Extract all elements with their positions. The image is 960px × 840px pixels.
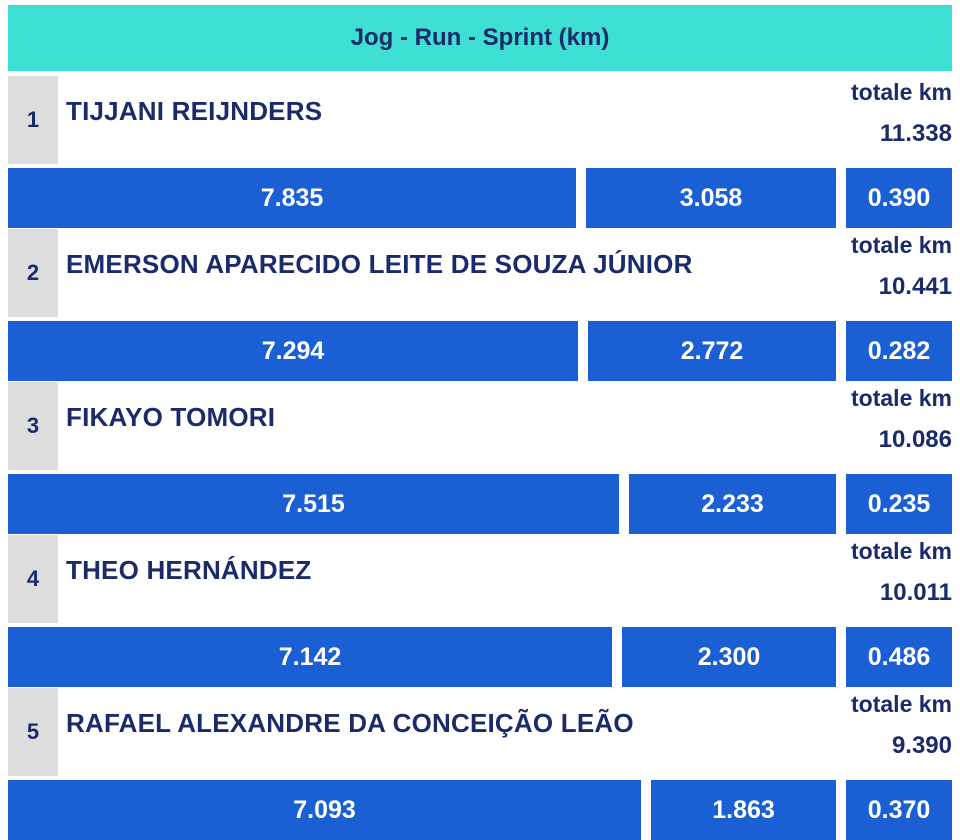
bar-jog: 7.142: [8, 627, 612, 687]
total-km-label: totale km: [851, 691, 952, 717]
bar-run: 2.233: [629, 474, 836, 534]
player-row: 4 THEO HERNÁNDEZ totale km 10.011 7.142 2.300…: [0, 531, 960, 687]
bar-sprint: 0.235: [846, 474, 952, 534]
bar-jog: 7.515: [8, 474, 619, 534]
player-row: 3 FIKAYO TOMORI totale km 10.086 7.515 2.233 0…: [0, 378, 960, 534]
rank-badge: 3: [8, 382, 58, 470]
total-km-label: totale km: [851, 538, 952, 564]
total-km-label: totale km: [851, 232, 952, 258]
rank-badge: 1: [8, 76, 58, 164]
player-row: 2 EMERSON APARECIDO LEITE DE SOUZA JÚNIOR…: [0, 225, 960, 381]
bar-jog: 7.835: [8, 168, 576, 228]
total-km-value: 10.441: [878, 273, 952, 300]
bar-run: 2.772: [588, 321, 836, 381]
bar-sprint: 0.486: [846, 627, 952, 687]
total-km-value: 10.011: [879, 579, 952, 606]
bar-sprint: 0.390: [846, 168, 952, 228]
total-km-label: totale km: [851, 385, 952, 411]
bar-jog: 7.093: [8, 780, 641, 840]
total-km-value: 10.086: [878, 426, 952, 453]
bar-run: 3.058: [586, 168, 836, 228]
player-name: THEO HERNÁNDEZ: [66, 555, 312, 585]
player-name: TIJJANI REIJNDERS: [66, 96, 323, 126]
player-row: 5 RAFAEL ALEXANDRE DA CONCEIÇÃO LEÃO total…: [0, 684, 960, 840]
bar-sprint: 0.282: [846, 321, 952, 381]
player-name: RAFAEL ALEXANDRE DA CONCEIÇÃO LEÃO: [66, 708, 634, 738]
rank-badge: 4: [8, 535, 58, 623]
bar-jog: 7.294: [8, 321, 578, 381]
bar-run: 1.863: [651, 780, 836, 840]
player-row: 1 TIJJANI REIJNDERS totale km 11.338 7.835 3.…: [0, 72, 960, 228]
bar-run: 2.300: [622, 627, 836, 687]
total-km-label: totale km: [851, 79, 952, 105]
chart-title-banner: Jog - Run - Sprint (km): [8, 5, 952, 71]
rank-badge: 5: [8, 688, 58, 776]
player-name: FIKAYO TOMORI: [66, 402, 276, 432]
chart-title: Jog - Run - Sprint (km): [350, 24, 610, 51]
total-km-value: 9.390: [891, 732, 952, 759]
rank-badge: 2: [8, 229, 58, 317]
bar-sprint: 0.370: [846, 780, 952, 840]
total-km-value: 11.338: [879, 120, 952, 147]
player-name: EMERSON APARECIDO LEITE DE SOUZA JÚNIOR: [66, 249, 693, 279]
